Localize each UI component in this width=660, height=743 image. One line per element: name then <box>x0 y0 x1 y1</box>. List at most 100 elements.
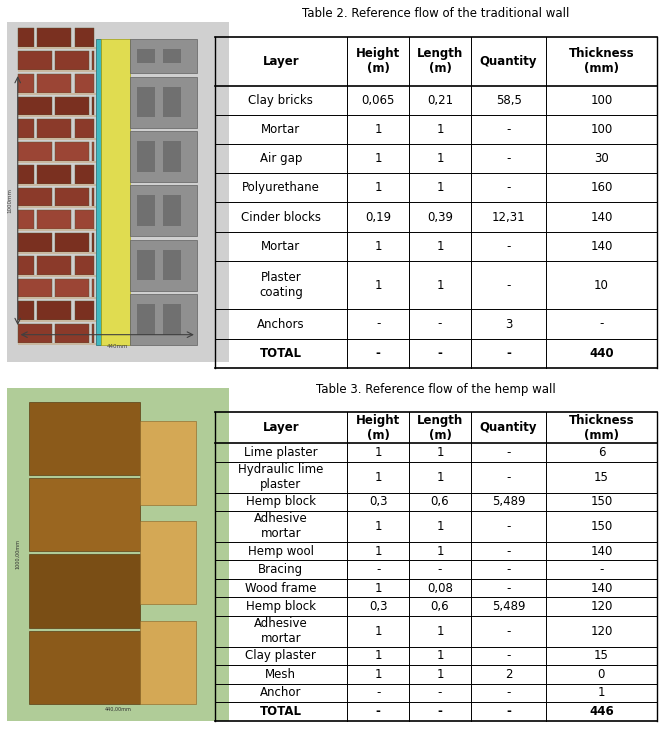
Text: Hemp block: Hemp block <box>246 600 316 613</box>
Text: 1: 1 <box>374 181 382 195</box>
Bar <box>55 142 89 160</box>
Text: Length
(m): Length (m) <box>417 414 463 442</box>
Bar <box>29 478 140 551</box>
Text: Air gap: Air gap <box>259 152 302 165</box>
Bar <box>92 97 94 115</box>
Text: 1: 1 <box>436 470 444 484</box>
Text: 100: 100 <box>590 123 612 136</box>
Bar <box>18 188 51 207</box>
Bar <box>18 28 34 47</box>
Bar <box>164 250 182 280</box>
Bar <box>18 120 34 138</box>
Bar <box>18 297 96 299</box>
Text: 440,00mm: 440,00mm <box>104 707 131 712</box>
Text: 140: 140 <box>590 210 612 224</box>
Bar <box>38 256 71 275</box>
Text: 0,065: 0,065 <box>362 94 395 107</box>
Bar <box>137 141 154 172</box>
Text: 1: 1 <box>436 649 444 663</box>
Text: 140: 140 <box>590 240 612 253</box>
Text: Adhesive
mortar: Adhesive mortar <box>254 617 308 645</box>
Text: -: - <box>506 123 511 136</box>
Text: 1: 1 <box>436 446 444 459</box>
Text: Hemp wool: Hemp wool <box>248 545 314 557</box>
Text: Adhesive
mortar: Adhesive mortar <box>254 513 308 540</box>
Bar <box>130 294 197 345</box>
Bar <box>137 50 154 63</box>
Bar <box>164 141 182 172</box>
Text: Layer: Layer <box>263 421 299 434</box>
Bar <box>55 233 89 252</box>
Text: 3: 3 <box>505 317 512 331</box>
Bar <box>18 302 34 320</box>
Text: Quantity: Quantity <box>480 421 537 434</box>
Text: -: - <box>506 649 511 663</box>
Bar <box>92 233 94 252</box>
Text: -: - <box>506 687 511 699</box>
Bar <box>18 184 96 186</box>
Text: 58,5: 58,5 <box>496 94 521 107</box>
Text: -: - <box>506 625 511 637</box>
Text: 1: 1 <box>374 649 382 663</box>
Text: 2: 2 <box>505 668 512 681</box>
Text: Height
(m): Height (m) <box>356 48 400 76</box>
Text: 0,08: 0,08 <box>427 582 453 594</box>
Text: -: - <box>506 582 511 594</box>
Text: 6: 6 <box>598 446 605 459</box>
Text: 15: 15 <box>594 470 609 484</box>
Text: 0,39: 0,39 <box>427 210 453 224</box>
Bar <box>18 256 34 275</box>
Text: 0: 0 <box>598 668 605 681</box>
Bar <box>92 279 94 297</box>
Text: 0,6: 0,6 <box>431 600 449 613</box>
Text: Lime plaster: Lime plaster <box>244 446 317 459</box>
Bar <box>18 252 96 254</box>
Text: 0,3: 0,3 <box>369 600 387 613</box>
Bar <box>18 70 96 72</box>
Bar <box>164 87 182 117</box>
Text: -: - <box>506 181 511 195</box>
Bar <box>96 39 101 345</box>
Text: Mesh: Mesh <box>265 668 296 681</box>
Text: Layer: Layer <box>263 55 299 68</box>
Bar <box>55 97 89 115</box>
Bar <box>18 233 51 252</box>
Bar <box>75 28 94 47</box>
Text: 1: 1 <box>374 123 382 136</box>
Text: -: - <box>438 563 442 576</box>
Text: 0,19: 0,19 <box>365 210 391 224</box>
Bar <box>137 304 154 334</box>
Bar <box>92 51 94 70</box>
Text: 160: 160 <box>590 181 612 195</box>
Text: 30: 30 <box>594 152 609 165</box>
Bar <box>75 256 94 275</box>
Bar <box>18 343 96 345</box>
Text: 1: 1 <box>374 279 382 291</box>
Bar <box>38 210 71 229</box>
Bar <box>18 115 96 117</box>
Bar <box>75 74 94 93</box>
Text: 1: 1 <box>436 520 444 533</box>
Bar <box>92 324 94 343</box>
Text: -: - <box>599 317 604 331</box>
Bar <box>140 522 195 604</box>
Text: -: - <box>376 705 381 718</box>
Bar <box>38 74 71 93</box>
Text: -: - <box>506 563 511 576</box>
Bar <box>130 77 197 128</box>
Bar <box>18 320 96 322</box>
Text: Anchor: Anchor <box>260 687 302 699</box>
Bar <box>140 621 195 704</box>
Text: 0,21: 0,21 <box>427 94 453 107</box>
Text: 150: 150 <box>590 496 612 508</box>
Bar <box>18 160 96 163</box>
Text: -: - <box>376 687 380 699</box>
Text: 120: 120 <box>590 625 612 637</box>
Bar <box>18 275 96 276</box>
Bar <box>75 210 94 229</box>
Text: Anchors: Anchors <box>257 317 305 331</box>
Bar <box>137 250 154 280</box>
Text: -: - <box>506 279 511 291</box>
Text: -: - <box>506 470 511 484</box>
Text: Bracing: Bracing <box>258 563 304 576</box>
